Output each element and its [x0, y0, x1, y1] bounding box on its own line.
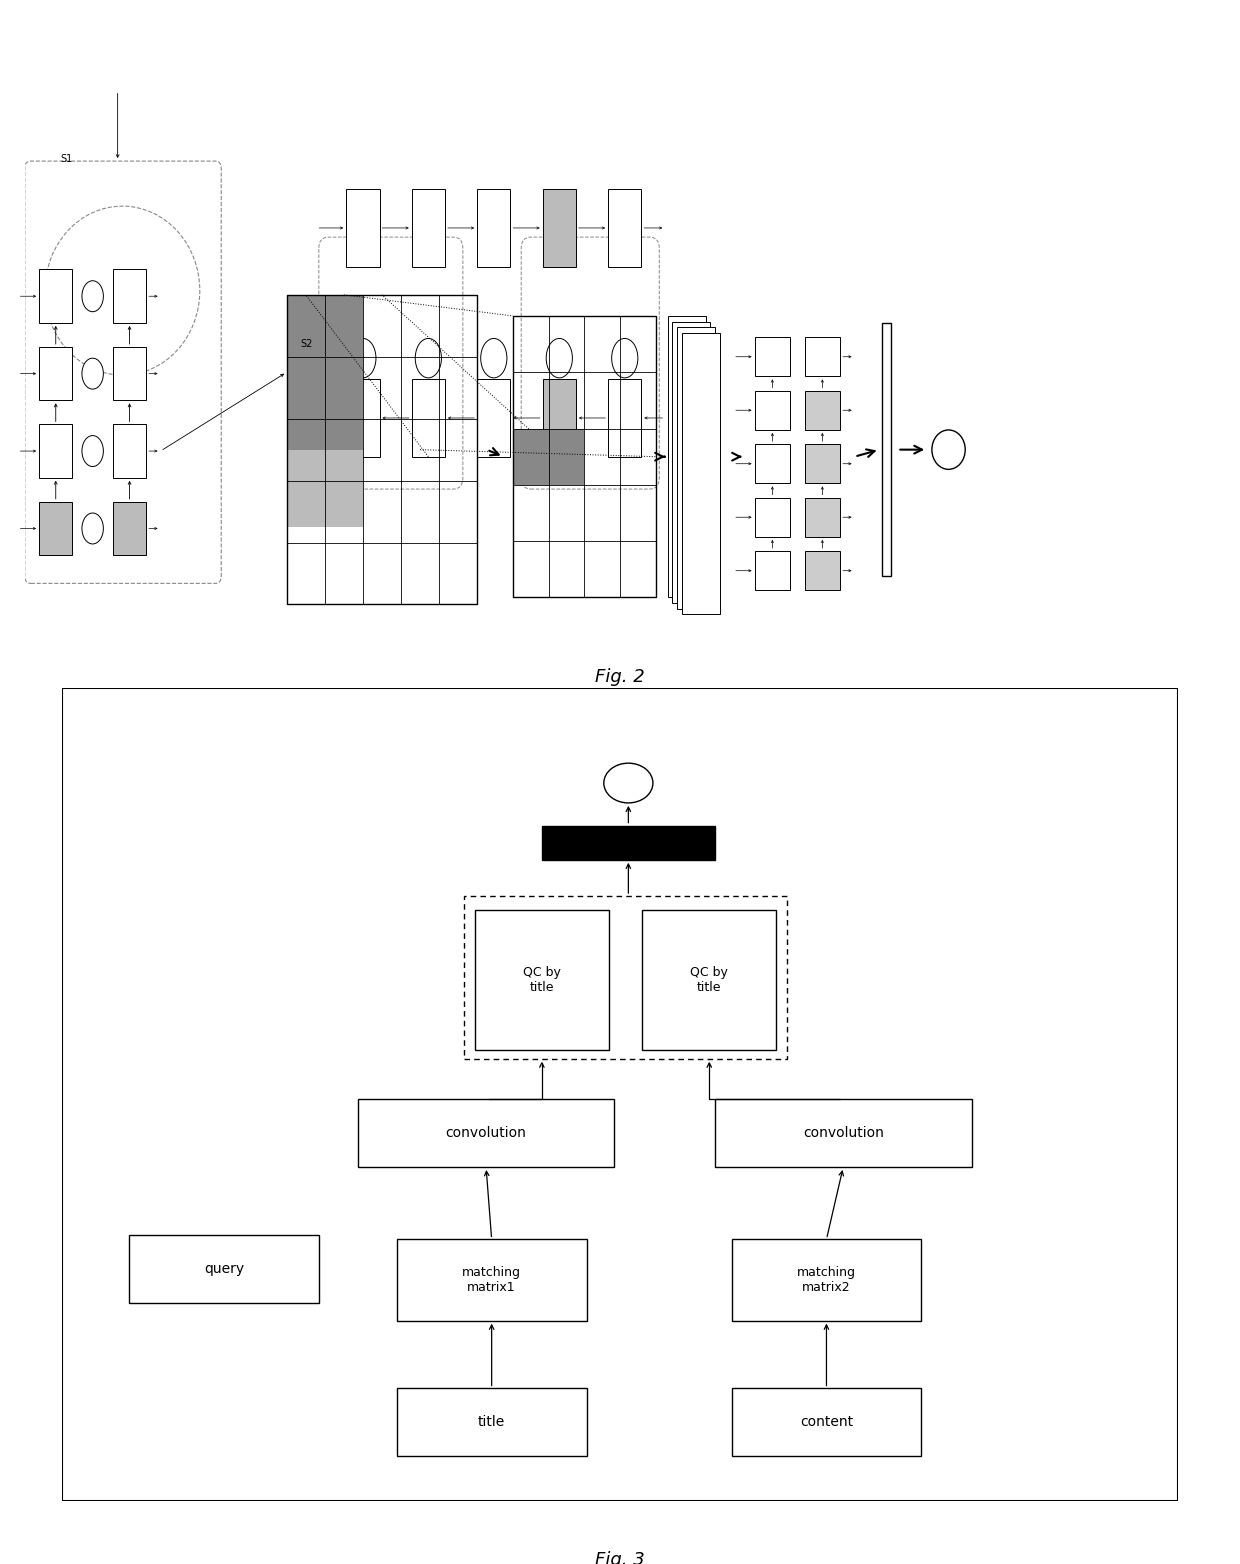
- Ellipse shape: [415, 338, 441, 378]
- Bar: [286, 294, 363, 450]
- Bar: [475, 910, 609, 1049]
- Ellipse shape: [481, 338, 507, 378]
- Bar: [40, 347, 72, 400]
- Ellipse shape: [546, 338, 573, 378]
- Bar: [732, 1239, 921, 1320]
- Ellipse shape: [611, 338, 637, 378]
- Bar: [477, 378, 511, 457]
- Bar: [608, 378, 641, 457]
- Bar: [805, 391, 841, 430]
- Ellipse shape: [82, 282, 103, 311]
- Bar: [667, 316, 706, 597]
- Bar: [805, 497, 841, 536]
- Bar: [805, 551, 841, 590]
- Bar: [732, 1389, 921, 1456]
- Bar: [113, 502, 146, 555]
- Text: content: content: [800, 1415, 853, 1429]
- Text: matching
matrix2: matching matrix2: [797, 1265, 856, 1293]
- Bar: [714, 1099, 972, 1167]
- Bar: [805, 336, 841, 377]
- Ellipse shape: [82, 513, 103, 544]
- Text: matching
matrix1: matching matrix1: [463, 1265, 521, 1293]
- Bar: [542, 826, 714, 860]
- Ellipse shape: [350, 338, 376, 378]
- Bar: [286, 450, 363, 527]
- Bar: [397, 1389, 587, 1456]
- Text: QC by
title: QC by title: [523, 965, 560, 993]
- Ellipse shape: [82, 435, 103, 466]
- Bar: [805, 444, 841, 483]
- Bar: [677, 327, 715, 608]
- Bar: [608, 189, 641, 266]
- Bar: [543, 378, 575, 457]
- Bar: [672, 322, 711, 604]
- Bar: [113, 347, 146, 400]
- Bar: [754, 551, 790, 590]
- Ellipse shape: [82, 358, 103, 389]
- Bar: [40, 424, 72, 477]
- Bar: [882, 324, 892, 576]
- Text: title: title: [479, 1415, 505, 1429]
- Bar: [754, 391, 790, 430]
- Bar: [113, 424, 146, 477]
- Bar: [513, 429, 584, 485]
- Bar: [642, 910, 776, 1049]
- Bar: [682, 333, 720, 615]
- Text: S1: S1: [61, 153, 73, 164]
- Bar: [286, 294, 477, 604]
- Bar: [513, 316, 656, 597]
- Text: convolution: convolution: [802, 1126, 884, 1140]
- Bar: [754, 497, 790, 536]
- Ellipse shape: [932, 430, 965, 469]
- Text: convolution: convolution: [445, 1126, 527, 1140]
- Text: Fig. 3: Fig. 3: [595, 1551, 645, 1564]
- Bar: [477, 189, 511, 266]
- Bar: [40, 502, 72, 555]
- Bar: [412, 378, 445, 457]
- Bar: [40, 269, 72, 322]
- Text: query: query: [203, 1262, 244, 1276]
- Text: Fig. 2: Fig. 2: [595, 668, 645, 687]
- Text: S2: S2: [300, 339, 312, 349]
- Bar: [397, 1239, 587, 1320]
- Bar: [346, 378, 379, 457]
- Bar: [543, 189, 575, 266]
- Bar: [754, 444, 790, 483]
- Bar: [346, 189, 379, 266]
- Bar: [464, 896, 787, 1059]
- Bar: [129, 1236, 319, 1303]
- Text: QC by
title: QC by title: [691, 965, 728, 993]
- Bar: [412, 189, 445, 266]
- Bar: [754, 336, 790, 377]
- Bar: [113, 269, 146, 322]
- Bar: [358, 1099, 614, 1167]
- Ellipse shape: [604, 763, 653, 802]
